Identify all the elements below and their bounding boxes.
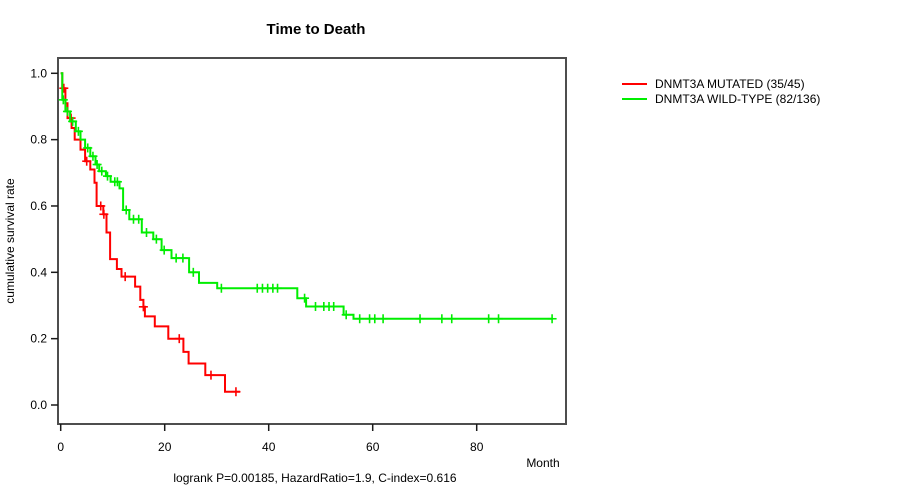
survival-curves — [58, 72, 557, 397]
series-0 — [59, 72, 241, 397]
y-axis-ticks: 0.0 0.2 0.4 0.6 0.8 1.0 — [30, 66, 58, 412]
x-tick-label: 80 — [470, 440, 484, 454]
x-tick-label: 60 — [366, 440, 380, 454]
x-tick-label: 20 — [158, 440, 172, 454]
y-tick-label: 1.0 — [30, 66, 47, 80]
y-tick-label: 0.4 — [30, 265, 47, 279]
x-axis-ticks: 0 20 40 60 80 — [57, 424, 484, 454]
y-tick-label: 0.8 — [30, 133, 47, 147]
chart-title: Time to Death — [267, 21, 366, 38]
x-axis-label: Month — [526, 456, 559, 470]
x-tick-label: 40 — [262, 440, 276, 454]
y-axis-label: cumulative survival rate — [3, 178, 17, 304]
x-tick-label: 0 — [57, 440, 64, 454]
y-tick-label: 0.0 — [30, 398, 47, 412]
y-tick-label: 0.2 — [30, 332, 47, 346]
legend-label-wildtype: DNMT3A WILD-TYPE (82/136) — [655, 92, 820, 106]
legend-label-mutated: DNMT3A MUTATED (35/45) — [655, 77, 805, 91]
series-1 — [58, 72, 557, 324]
legend: DNMT3A MUTATED (35/45) DNMT3A WILD-TYPE … — [622, 77, 820, 106]
statistics-annotation: logrank P=0.00185, HazardRatio=1.9, C-in… — [173, 471, 457, 485]
plot-area-box — [57, 57, 567, 425]
y-tick-label: 0.6 — [30, 199, 47, 213]
